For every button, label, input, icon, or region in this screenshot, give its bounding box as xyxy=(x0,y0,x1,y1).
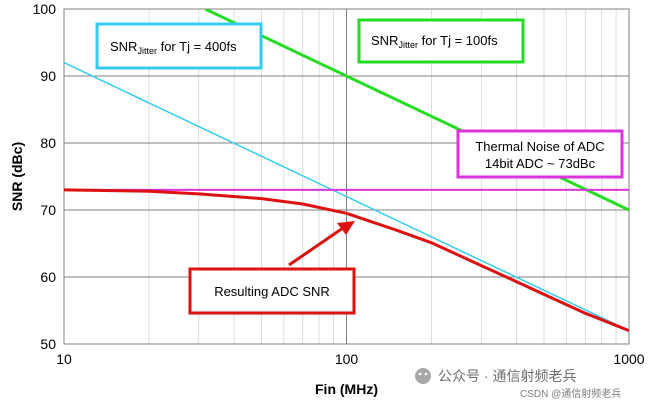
y-tick-label: 60 xyxy=(40,269,56,285)
annotation-tj400-box xyxy=(95,22,263,70)
axes: 50 60 70 80 90 100 10 100 1000 Fin (MHz) SNR (dBc) xyxy=(9,1,645,397)
x-tick-label: 10 xyxy=(56,351,72,367)
watermark-small: CSDN @通信射频老兵 xyxy=(520,387,621,400)
wechat-icon-eye-left xyxy=(418,372,422,376)
y-tick-label: 90 xyxy=(40,68,56,84)
annotation-tj400: SNRJitter for Tj = 400fs xyxy=(95,22,263,70)
annotation-result-text: Resulting ADC SNR xyxy=(214,284,330,299)
annotation-thermal-line1: Thermal Noise of ADC xyxy=(475,139,604,154)
annotation-thermal: Thermal Noise of ADC 14bit ADC ~ 73dBc xyxy=(456,129,624,179)
result-arrow-shaft xyxy=(288,226,344,267)
annotation-tj400-suffix: for Tj = 400fs xyxy=(157,39,237,54)
watermark-main: 公众号 · 通信射频老兵 xyxy=(438,368,576,384)
wechat-icon xyxy=(415,368,431,384)
series-line-tj400 xyxy=(64,61,629,332)
annotation-result: Resulting ADC SNR xyxy=(188,221,356,315)
wechat-icon-eye-right xyxy=(424,372,428,376)
y-tick-label: 100 xyxy=(33,1,57,17)
annotation-tj100-sub: Jitter xyxy=(398,40,418,50)
annotation-tj400-prefix: SNR xyxy=(110,39,137,54)
y-tick-label: 80 xyxy=(40,135,56,151)
result-arrow-head xyxy=(337,221,355,235)
annotation-tj100-text: SNRJitter for Tj = 100fs xyxy=(371,33,498,50)
annotation-thermal-line2: 14bit ADC ~ 73dBc xyxy=(485,156,596,171)
annotation-thermal-box xyxy=(456,129,624,179)
annotation-tj400-sub: Jitter xyxy=(137,46,157,56)
series-line-result xyxy=(64,188,629,332)
annotation-tj100-suffix: for Tj = 100fs xyxy=(418,33,498,48)
y-tick-label: 70 xyxy=(40,202,56,218)
annotation-result-box xyxy=(188,267,356,315)
annotation-tj100-box xyxy=(357,18,525,64)
x-tick-label: 1000 xyxy=(613,351,644,367)
x-tick-label: 100 xyxy=(335,351,359,367)
annotation-tj100-prefix: SNR xyxy=(371,33,398,48)
annotation-tj100: SNRJitter for Tj = 100fs xyxy=(357,18,525,64)
watermark: 公众号 · 通信射频老兵 CSDN @通信射频老兵 xyxy=(415,368,621,400)
y-axis-title: SNR (dBc) xyxy=(9,142,25,211)
x-axis-title: Fin (MHz) xyxy=(315,381,378,397)
y-tick-label: 50 xyxy=(40,336,56,352)
annotation-tj400-text: SNRJitter for Tj = 400fs xyxy=(110,39,237,56)
